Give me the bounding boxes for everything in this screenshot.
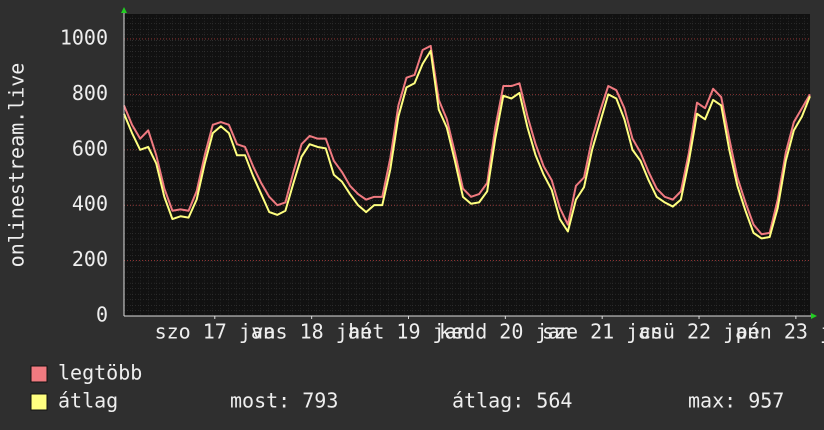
legend-stat: most: 793 <box>230 389 338 413</box>
x-tick-label: csü 22 jan <box>639 320 759 344</box>
y-tick-label: 800 <box>72 81 108 105</box>
series-line <box>123 49 811 240</box>
x-tick-label: sze 21 jan <box>542 320 662 344</box>
y-tick-label: 1000 <box>60 25 108 49</box>
y-tick-label: 600 <box>72 136 108 160</box>
y-axis-label: onlinestream.live <box>5 63 29 268</box>
x-tick-label: hét 19 jan <box>348 320 468 344</box>
x-tick-label: pén 23 jan <box>736 320 824 344</box>
y-arrow <box>121 7 127 13</box>
x-arrow <box>811 313 817 319</box>
y-tick-label: 0 <box>96 303 108 327</box>
y-tick-label: 200 <box>72 247 108 271</box>
legend-stat: átlag: 564 <box>452 389 572 413</box>
minor-grid <box>124 14 810 316</box>
legend-label: legtöbb <box>58 361 142 385</box>
series-line <box>123 44 811 236</box>
legend-swatch <box>30 393 48 411</box>
x-tick-label: vas 18 jan <box>251 320 371 344</box>
x-tick-label: szo 17 jan <box>155 320 275 344</box>
legend-stat: max: 957 <box>688 389 784 413</box>
legend-swatch <box>30 365 48 383</box>
y-tick-label: 400 <box>72 192 108 216</box>
x-tick-label: kedd 20 jan <box>439 320 571 344</box>
legend-label: átlag <box>58 389 118 413</box>
